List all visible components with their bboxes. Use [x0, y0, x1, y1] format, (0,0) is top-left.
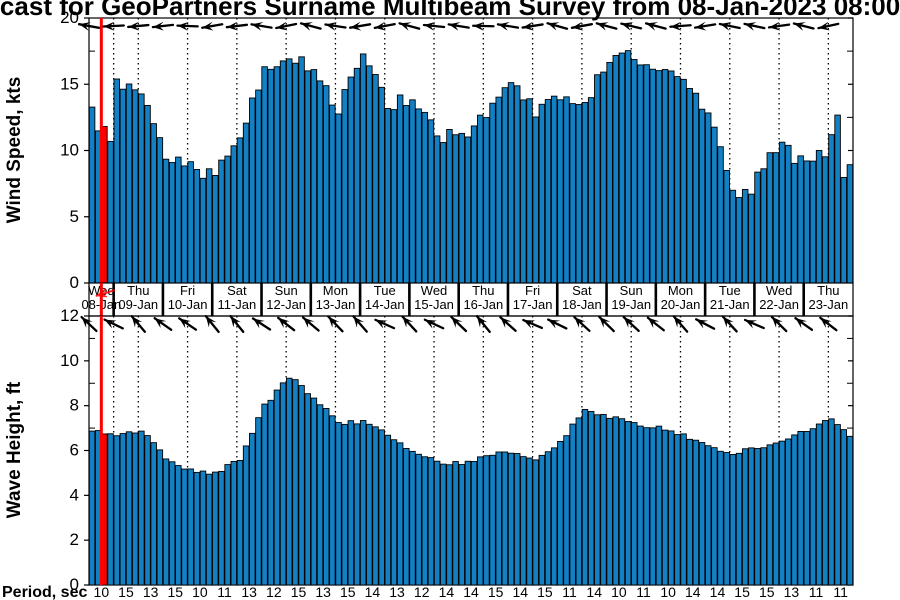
svg-text:Wed: Wed: [421, 283, 448, 298]
svg-text:Tue: Tue: [719, 283, 741, 298]
svg-text:15: 15: [340, 584, 356, 600]
svg-text:15: 15: [291, 584, 307, 600]
svg-text:Sun: Sun: [275, 283, 298, 298]
svg-text:13: 13: [143, 584, 159, 600]
svg-text:10: 10: [60, 141, 79, 160]
svg-text:12: 12: [60, 306, 79, 325]
svg-text:4: 4: [70, 485, 79, 504]
svg-text:5: 5: [70, 207, 79, 226]
svg-text:11: 11: [833, 584, 848, 600]
svg-text:22-Jan: 22-Jan: [759, 297, 799, 312]
svg-text:13-Jan: 13-Jan: [316, 297, 356, 312]
svg-text:13: 13: [784, 584, 800, 600]
svg-text:13: 13: [241, 584, 257, 600]
svg-text:10: 10: [192, 584, 208, 600]
svg-text:15: 15: [60, 74, 79, 93]
svg-text:17-Jan: 17-Jan: [513, 297, 553, 312]
svg-text:14: 14: [439, 584, 455, 600]
svg-text:0: 0: [70, 273, 79, 292]
svg-text:Tue: Tue: [374, 283, 396, 298]
svg-text:14: 14: [463, 584, 479, 600]
svg-text:14: 14: [685, 584, 701, 600]
svg-text:Thu: Thu: [127, 283, 149, 298]
svg-text:6: 6: [70, 441, 79, 460]
svg-text:Sat: Sat: [572, 283, 592, 298]
svg-text:15: 15: [118, 584, 134, 600]
svg-text:19-Jan: 19-Jan: [611, 297, 651, 312]
svg-text:15: 15: [759, 584, 775, 600]
svg-text:Sat: Sat: [227, 283, 247, 298]
svg-text:14: 14: [365, 584, 381, 600]
svg-text:11: 11: [636, 584, 651, 600]
svg-text:Wed: Wed: [766, 283, 793, 298]
svg-text:15: 15: [537, 584, 553, 600]
svg-text:Mon: Mon: [323, 283, 348, 298]
svg-text:10: 10: [660, 584, 676, 600]
svg-text:10-Jan: 10-Jan: [168, 297, 208, 312]
svg-text:11-Jan: 11-Jan: [217, 297, 256, 312]
svg-text:Period, sec: Period, sec: [2, 584, 87, 600]
svg-text:20-Jan: 20-Jan: [661, 297, 701, 312]
svg-text:Sun: Sun: [620, 283, 643, 298]
svg-text:Wind Speed, kts: Wind Speed, kts: [4, 77, 25, 224]
svg-text:12-Jan: 12-Jan: [266, 297, 306, 312]
svg-text:12: 12: [266, 584, 282, 600]
svg-text:11: 11: [217, 584, 232, 600]
svg-text:Thu: Thu: [817, 283, 839, 298]
svg-text:16-Jan: 16-Jan: [463, 297, 503, 312]
svg-text:15-Jan: 15-Jan: [414, 297, 454, 312]
svg-text:Wave Height, ft: Wave Height, ft: [4, 381, 25, 518]
svg-text:09-Jan: 09-Jan: [118, 297, 158, 312]
svg-text:15: 15: [167, 584, 183, 600]
svg-text:15: 15: [488, 584, 504, 600]
svg-text:12: 12: [414, 584, 430, 600]
svg-text:8: 8: [70, 396, 79, 415]
svg-text:Mon: Mon: [668, 283, 693, 298]
svg-text:Thu: Thu: [472, 283, 494, 298]
svg-text:21-Jan: 21-Jan: [710, 297, 750, 312]
svg-text:15: 15: [734, 584, 750, 600]
svg-text:Fri: Fri: [180, 283, 195, 298]
svg-text:11: 11: [809, 584, 824, 600]
svg-text:14: 14: [513, 584, 529, 600]
svg-text:13: 13: [389, 584, 405, 600]
svg-text:Fri: Fri: [525, 283, 540, 298]
svg-text:18-Jan: 18-Jan: [562, 297, 602, 312]
svg-text:20: 20: [60, 8, 79, 27]
svg-text:2: 2: [70, 530, 79, 549]
svg-text:10: 10: [94, 584, 110, 600]
svg-text:23-Jan: 23-Jan: [808, 297, 848, 312]
svg-text:14: 14: [586, 584, 602, 600]
svg-text:14-Jan: 14-Jan: [365, 297, 405, 312]
svg-text:13: 13: [315, 584, 331, 600]
svg-text:10: 10: [611, 584, 627, 600]
svg-text:10: 10: [60, 351, 79, 370]
svg-text:11: 11: [562, 584, 577, 600]
svg-text:14: 14: [710, 584, 726, 600]
